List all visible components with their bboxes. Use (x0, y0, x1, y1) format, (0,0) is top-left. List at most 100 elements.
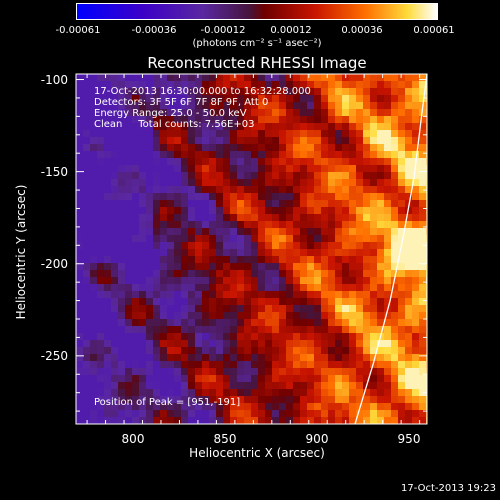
heatmap-cell (97, 144, 104, 151)
heatmap-cell (160, 228, 167, 235)
heatmap-cell (244, 186, 251, 193)
heatmap-cell (118, 228, 125, 235)
heatmap-cell (153, 312, 160, 319)
heatmap-cell (97, 193, 104, 200)
heatmap-cell (342, 123, 349, 130)
heatmap-cell (321, 389, 328, 396)
heatmap-cell (202, 95, 209, 102)
heatmap-cell (342, 382, 349, 389)
heatmap-cell (419, 123, 426, 130)
heatmap-cell (286, 207, 293, 214)
heatmap-cell (328, 158, 335, 165)
heatmap-cell (83, 81, 90, 88)
heatmap-cell (251, 354, 258, 361)
heatmap-cell (90, 340, 97, 347)
heatmap-cell (160, 333, 167, 340)
heatmap-cell (111, 74, 118, 81)
heatmap-cell (314, 417, 321, 424)
heatmap-cell (300, 319, 307, 326)
heatmap-cell (97, 165, 104, 172)
heatmap-cell (118, 123, 125, 130)
heatmap-cell (83, 277, 90, 284)
heatmap-cell (258, 319, 265, 326)
heatmap-cell (216, 291, 223, 298)
heatmap-cell (132, 228, 139, 235)
heatmap-cell (146, 158, 153, 165)
heatmap-cell (384, 340, 391, 347)
heatmap-cell (181, 410, 188, 417)
heatmap-cell (419, 263, 426, 270)
heatmap-cell (279, 417, 286, 424)
heatmap-cell (419, 214, 426, 221)
heatmap-cell (412, 214, 419, 221)
heatmap-cell (83, 270, 90, 277)
heatmap-cell (405, 214, 412, 221)
heatmap-cell (363, 172, 370, 179)
heatmap-cell (76, 347, 83, 354)
heatmap-cell (104, 193, 111, 200)
heatmap-cell (321, 165, 328, 172)
heatmap-cell (167, 221, 174, 228)
heatmap-cell (202, 284, 209, 291)
heatmap-cell (188, 123, 195, 130)
heatmap-cell (251, 410, 258, 417)
heatmap-cell (335, 207, 342, 214)
heatmap-cell (76, 186, 83, 193)
heatmap-cell (97, 326, 104, 333)
heatmap-cell (293, 340, 300, 347)
heatmap-cell (230, 270, 237, 277)
heatmap-cell (202, 410, 209, 417)
heatmap-cell (230, 284, 237, 291)
heatmap-cell (293, 165, 300, 172)
heatmap-cell (167, 137, 174, 144)
heatmap-cell (202, 81, 209, 88)
heatmap-cell (405, 277, 412, 284)
heatmap-cell (293, 102, 300, 109)
heatmap-cell (258, 193, 265, 200)
heatmap-cell (398, 396, 405, 403)
heatmap-cell (370, 340, 377, 347)
heatmap-cell (160, 130, 167, 137)
heatmap-cell (132, 284, 139, 291)
heatmap-cell (405, 263, 412, 270)
heatmap-cell (377, 186, 384, 193)
heatmap-cell (160, 368, 167, 375)
heatmap-cell (216, 347, 223, 354)
heatmap-cell (104, 88, 111, 95)
heatmap-cell (384, 291, 391, 298)
heatmap-cell (195, 235, 202, 242)
heatmap-cell (111, 207, 118, 214)
heatmap-cell (286, 417, 293, 424)
annotation-detectors: Detectors: 3F 5F 6F 7F 8F 9F, Att 0 (94, 97, 269, 108)
heatmap-cell (349, 165, 356, 172)
heatmap-cell (412, 326, 419, 333)
heatmap-cell (160, 144, 167, 151)
heatmap-cell (370, 158, 377, 165)
heatmap-cell (419, 256, 426, 263)
heatmap-cell (314, 172, 321, 179)
heatmap-cell (356, 298, 363, 305)
heatmap-cell (391, 326, 398, 333)
heatmap-cell (321, 74, 328, 81)
heatmap-cell (90, 263, 97, 270)
heatmap-cell (300, 326, 307, 333)
heatmap-cell (328, 277, 335, 284)
heatmap-cell (363, 368, 370, 375)
heatmap-cell (188, 340, 195, 347)
heatmap-cell (104, 81, 111, 88)
heatmap-cell (356, 116, 363, 123)
heatmap-cell (174, 123, 181, 130)
heatmap-cell (167, 396, 174, 403)
heatmap-cell (314, 221, 321, 228)
heatmap-cell (209, 375, 216, 382)
heatmap-cell (160, 207, 167, 214)
heatmap-cell (181, 403, 188, 410)
heatmap-cell (286, 277, 293, 284)
heatmap-cell (118, 186, 125, 193)
heatmap-cell (132, 396, 139, 403)
heatmap-cell (258, 368, 265, 375)
heatmap-cell (342, 88, 349, 95)
heatmap-cell (370, 312, 377, 319)
heatmap-cell (104, 102, 111, 109)
